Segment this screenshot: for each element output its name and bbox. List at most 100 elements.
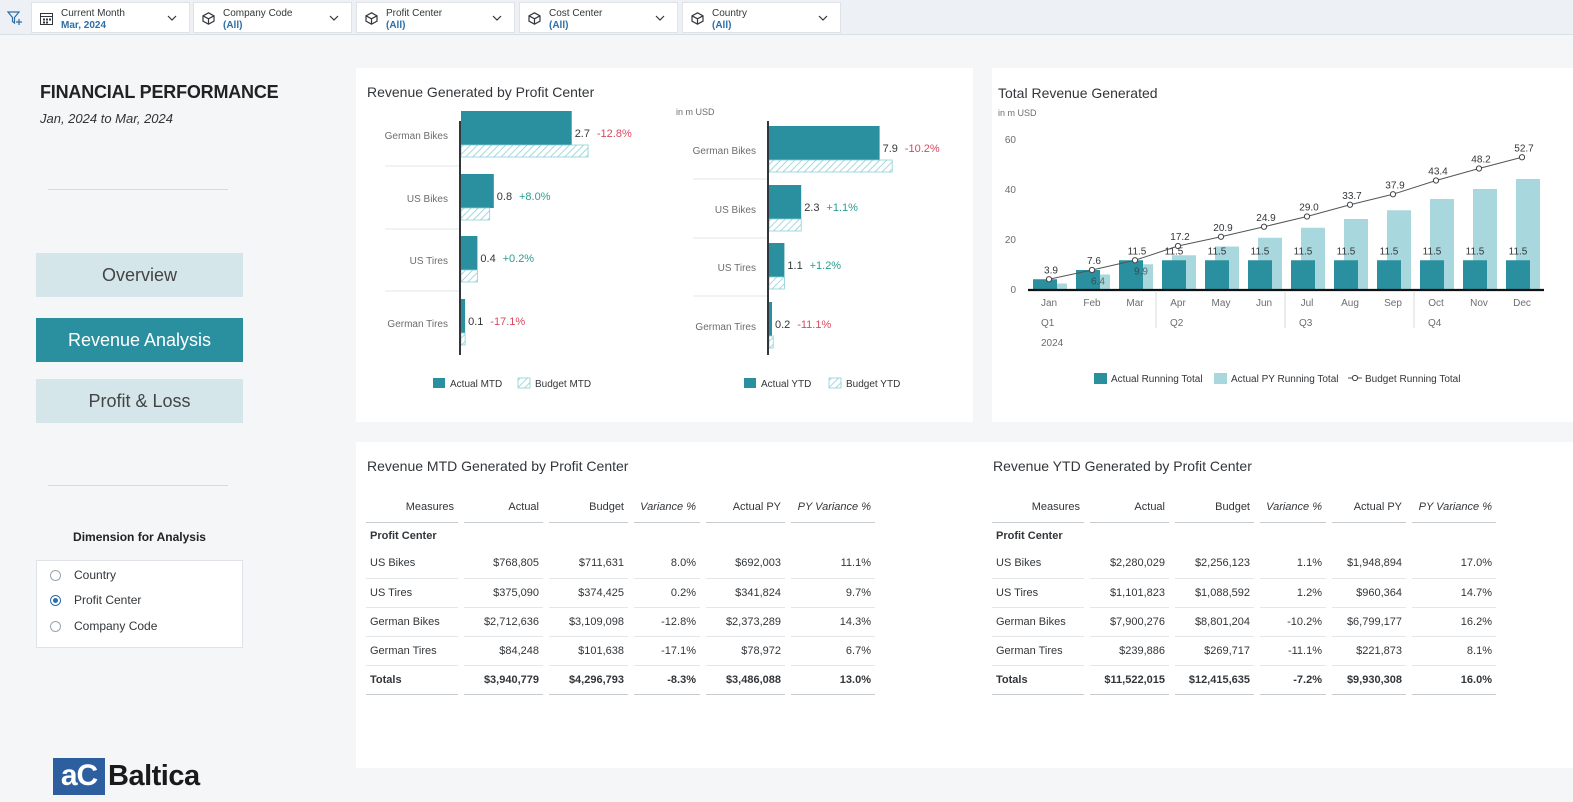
table-row[interactable]: German Tires $84,248 $101,638 -17.1% $78,972…: [366, 636, 875, 666]
divider: [48, 189, 228, 190]
table-row[interactable]: US Tires $1,101,823 $1,088,592 1.2% $960,364…: [992, 578, 1496, 608]
budget-data-label: 3.9: [1044, 265, 1058, 276]
actual-data-label: 11.5: [1251, 246, 1270, 257]
variance-label: -10.2%: [905, 143, 940, 155]
year-label: 2024: [1041, 338, 1064, 349]
category-label: US Tires: [410, 256, 448, 267]
column-header[interactable]: PY Variance %: [785, 492, 875, 523]
py-data-label: 9.9: [1134, 266, 1148, 277]
legend-swatch-budget: [517, 377, 531, 389]
totals-cell: 16.0%: [1406, 665, 1496, 695]
filter-company-code[interactable]: Company Code (All): [193, 2, 352, 33]
budget-bar: [460, 144, 589, 158]
table-row[interactable]: US Tires $375,090 $374,425 0.2% $341,824 9.7%: [366, 578, 875, 608]
revenue-analysis-button[interactable]: Revenue Analysis: [36, 318, 243, 362]
quarter-label: Q3: [1299, 318, 1313, 329]
column-header[interactable]: Budget: [1169, 492, 1257, 523]
column-header[interactable]: Variance %: [1254, 492, 1329, 523]
unit-note: in m USD: [676, 107, 715, 117]
table-cell: US Bikes: [366, 549, 461, 579]
group-row: Profit Center: [992, 522, 1496, 549]
radio-button[interactable]: [50, 620, 61, 632]
category-label: German Tires: [387, 319, 448, 330]
actual-running-total-bar: [1033, 279, 1057, 289]
totals-cell: Totals: [992, 665, 1087, 695]
table-cell: $2,256,123: [1169, 549, 1257, 579]
budget-bar: [768, 159, 893, 173]
actual-running-total-bar: [1205, 260, 1229, 289]
budget-point: [1518, 154, 1526, 161]
ytd-table: Measures Actual Budget Variance % Actual PY P…: [992, 492, 1496, 695]
table-row[interactable]: US Bikes $2,280,029 $2,256,123 1.1% $1,948,8…: [992, 549, 1496, 579]
overview-button[interactable]: Overview: [36, 253, 243, 297]
radio-button[interactable]: [50, 594, 61, 606]
radio-button[interactable]: [50, 569, 61, 581]
x-tick-label: Nov: [1470, 298, 1488, 309]
x-tick-label: Dec: [1513, 298, 1531, 309]
dimension-radio-group: Country Profit Center Company Code: [36, 560, 243, 648]
actual-bar: [769, 302, 772, 336]
chevron-down-icon[interactable]: [492, 14, 502, 22]
column-header[interactable]: Budget: [543, 492, 631, 523]
actual-bar: [769, 126, 880, 160]
radio-option-profit-center[interactable]: Profit Center: [50, 593, 141, 607]
table-cell: $1,101,823: [1084, 578, 1172, 608]
radio-option-company-code[interactable]: Company Code: [50, 619, 157, 633]
column-header[interactable]: Actual PY: [1326, 492, 1409, 523]
budget-data-label: 37.9: [1385, 180, 1405, 191]
dimension-title: Dimension for Analysis: [73, 530, 206, 544]
table-cell: $768,805: [458, 549, 546, 579]
budget-point: [1174, 242, 1182, 250]
column-header[interactable]: Actual PY: [700, 492, 788, 523]
value-label: 0.1: [468, 316, 483, 328]
column-header[interactable]: Actual: [458, 492, 546, 523]
column-header[interactable]: Variance %: [628, 492, 703, 523]
filter-label: Country: [712, 8, 748, 19]
category-label: German Tires: [695, 322, 756, 333]
variance-label: -11.1%: [797, 319, 831, 331]
chevron-down-icon[interactable]: [167, 14, 177, 22]
table-cell: $960,364: [1326, 578, 1409, 608]
variance-label: -17.1%: [490, 316, 525, 328]
table-row[interactable]: German Bikes $2,712,636 $3,109,098 -12.8% $2…: [366, 607, 875, 637]
table-row[interactable]: US Bikes $768,805 $711,631 8.0% $692,003 11.1…: [366, 549, 875, 579]
table-cell: 1.2%: [1254, 578, 1329, 608]
budget-point: [1088, 266, 1096, 274]
column-header[interactable]: Measures: [366, 492, 461, 523]
legend-label: Budget MTD: [535, 379, 591, 390]
table-cell: $7,900,276: [1084, 607, 1172, 637]
chevron-down-icon[interactable]: [655, 14, 665, 22]
filter-current-month[interactable]: Current Month Mar, 2024: [31, 2, 190, 33]
table-cell: German Bikes: [992, 607, 1087, 637]
column-header[interactable]: PY Variance %: [1406, 492, 1496, 523]
column-header[interactable]: Measures: [992, 492, 1087, 523]
table-row[interactable]: German Tires $239,886 $269,717 -11.1% $221,8…: [992, 636, 1496, 666]
value-label: 0.4: [480, 253, 495, 265]
budget-point: [1432, 177, 1440, 184]
radio-option-country[interactable]: Country: [50, 568, 116, 582]
radio-label: Profit Center: [74, 593, 142, 607]
chevron-down-icon[interactable]: [818, 14, 828, 22]
table-cell: $3,109,098: [543, 607, 631, 637]
add-filter-icon[interactable]: [7, 10, 23, 26]
profit-loss-button[interactable]: Profit & Loss: [36, 379, 243, 423]
column-header[interactable]: Actual: [1084, 492, 1172, 523]
totals-cell: 13.0%: [785, 665, 875, 695]
table-row[interactable]: German Bikes $7,900,276 $8,801,204 -10.2% $6…: [992, 607, 1496, 637]
chevron-down-icon[interactable]: [329, 14, 339, 22]
table-cell: 16.2%: [1406, 607, 1496, 637]
actual-running-total-bar: [1334, 260, 1358, 289]
x-tick-label: May: [1212, 298, 1231, 309]
ytd-table-title: Revenue YTD Generated by Profit Center: [993, 458, 1252, 474]
filter-country[interactable]: Country (All): [682, 2, 841, 33]
table-cell: $692,003: [700, 549, 788, 579]
table-cell: $341,824: [700, 578, 788, 608]
actual-bar: [461, 174, 494, 208]
table-cell: -17.1%: [628, 636, 703, 666]
value-label: 2.3: [804, 202, 819, 214]
filter-cost-center[interactable]: Cost Center (All): [519, 2, 678, 33]
value-label: 2.7: [575, 128, 590, 140]
actual-bar: [461, 299, 466, 333]
filter-profit-center[interactable]: Profit Center (All): [356, 2, 515, 33]
table-cell: $1,088,592: [1169, 578, 1257, 608]
